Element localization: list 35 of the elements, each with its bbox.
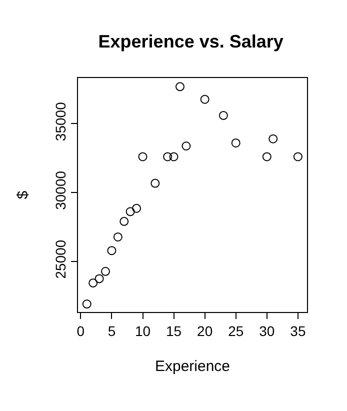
y-tick-label: 35000 <box>52 102 68 142</box>
point <box>293 152 302 162</box>
point <box>262 152 272 162</box>
point <box>200 94 210 104</box>
point <box>138 152 148 162</box>
chart-title: Experience vs. Salary <box>98 31 284 52</box>
point <box>126 207 135 216</box>
point <box>88 278 98 288</box>
point <box>163 152 172 162</box>
point <box>107 246 116 256</box>
x-tick-label: 5 <box>108 322 116 339</box>
point <box>113 232 122 242</box>
y-tick-label: 30000 <box>52 170 68 210</box>
point <box>182 142 191 150</box>
x-tick-label: 35 <box>290 322 306 339</box>
x-axis-title: Experience <box>154 358 230 375</box>
x-tick-label: 20 <box>197 322 213 339</box>
x-tick-label: 15 <box>166 322 182 339</box>
point <box>82 300 92 309</box>
y-axis-title: $ <box>14 190 32 200</box>
x-tick-label: 10 <box>134 322 151 339</box>
point <box>231 138 240 148</box>
x-tick-label: 30 <box>259 322 275 339</box>
point <box>120 216 129 226</box>
y-tick-label: 25000 <box>52 240 68 279</box>
point <box>101 266 110 276</box>
x-tick-label: 0 <box>76 322 85 339</box>
point <box>150 178 160 188</box>
point <box>94 274 104 284</box>
point <box>218 110 228 120</box>
point <box>268 134 278 144</box>
point <box>169 152 178 162</box>
point <box>132 204 142 213</box>
point <box>175 82 184 92</box>
x-tick-label: 25 <box>228 322 244 339</box>
